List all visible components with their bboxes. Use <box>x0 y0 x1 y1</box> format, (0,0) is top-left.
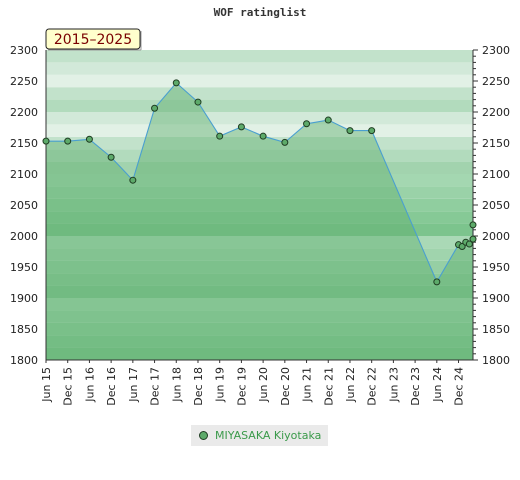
background-band <box>46 223 473 236</box>
data-point <box>172 79 180 87</box>
y-tick-label-right: 2100 <box>482 168 510 181</box>
background-band <box>46 174 473 187</box>
data-point <box>129 176 137 184</box>
background-band <box>46 136 473 150</box>
x-tick-label: Dec 21 <box>322 367 335 406</box>
data-point <box>324 116 332 124</box>
legend-label: MIYASAKA Kiyotaka <box>215 429 322 442</box>
data-point <box>259 132 267 140</box>
background-band <box>46 186 473 199</box>
legend-marker <box>199 431 208 440</box>
background-band <box>46 310 473 323</box>
x-tick-label: Dec 24 <box>453 367 466 406</box>
x-tick-label: Dec 16 <box>105 367 118 406</box>
data-point <box>458 243 466 251</box>
y-tick-label-right: 2200 <box>482 106 510 119</box>
x-tick-label: Jun 19 <box>214 367 227 403</box>
rating-area <box>46 82 473 361</box>
background-band <box>46 347 473 360</box>
data-point <box>42 137 50 145</box>
x-tick-label: Jun 22 <box>344 367 357 403</box>
x-tick-label: Dec 17 <box>149 367 162 406</box>
x-tick-label: Jun 20 <box>257 367 270 403</box>
data-point <box>194 98 202 106</box>
background-band <box>46 161 473 174</box>
x-tick-label: Jun 18 <box>170 367 183 403</box>
data-point <box>346 127 354 135</box>
x-tick-label: Dec 22 <box>366 367 379 406</box>
period-badge <box>45 28 141 50</box>
data-point <box>433 278 441 286</box>
background-band <box>46 298 473 311</box>
chart-title: WOF ratinglist <box>213 6 307 19</box>
y-tick-label-right: 1900 <box>482 292 510 305</box>
y-tick-label-right: 2300 <box>482 44 510 57</box>
background-band <box>46 124 473 137</box>
data-point <box>469 235 477 243</box>
background-band <box>46 335 473 348</box>
x-tick-label: Dec 15 <box>62 367 75 406</box>
data-point <box>281 138 289 146</box>
background-band <box>46 273 473 286</box>
y-tick-label-right: 2250 <box>482 75 510 88</box>
period-badge-label: 2015–2025 <box>54 32 132 48</box>
background-band <box>46 322 473 336</box>
legend[interactable]: MIYASAKA Kiyotaka <box>191 425 329 446</box>
data-point <box>465 240 473 248</box>
background-band <box>46 62 473 75</box>
data-point <box>303 120 311 128</box>
x-tick-label: Dec 18 <box>192 367 205 406</box>
x-tick-label: Jun 23 <box>387 367 400 403</box>
y-tick-label-left: 1850 <box>10 323 38 336</box>
y-tick-label-left: 2300 <box>10 44 38 57</box>
background-band <box>46 236 473 249</box>
data-point <box>216 132 224 140</box>
data-point <box>85 135 93 143</box>
y-tick-label-left: 2000 <box>10 230 38 243</box>
y-tick-label-right: 1800 <box>482 354 510 367</box>
data-point <box>237 123 245 131</box>
x-tick-label: Jun 16 <box>83 367 96 403</box>
x-tick-label: Dec 19 <box>235 367 248 406</box>
background-band <box>46 99 473 112</box>
background-band <box>46 260 473 274</box>
x-tick-label: Jun 15 <box>40 367 53 403</box>
background-band <box>46 50 473 63</box>
y-tick-label-right: 1950 <box>482 261 510 274</box>
x-tick-label: Dec 23 <box>409 367 422 406</box>
y-tick-label-right: 2150 <box>482 137 510 150</box>
background-band <box>46 211 473 224</box>
background-band <box>46 74 473 88</box>
data-point <box>368 127 376 135</box>
data-point <box>64 137 72 145</box>
background-band <box>46 248 473 261</box>
y-tick-label-left: 2050 <box>10 199 38 212</box>
y-tick-label-left: 2150 <box>10 137 38 150</box>
y-tick-label-left: 1800 <box>10 354 38 367</box>
x-tick-label: Jun 17 <box>127 367 140 403</box>
background-band <box>46 149 473 162</box>
background-band <box>46 198 473 212</box>
background-band <box>46 285 473 298</box>
y-tick-label-left: 1900 <box>10 292 38 305</box>
background-band <box>46 87 473 100</box>
data-point <box>107 153 115 161</box>
y-tick-label-right: 1850 <box>482 323 510 336</box>
y-tick-label-left: 2250 <box>10 75 38 88</box>
x-tick-label: Jun 21 <box>301 367 314 403</box>
y-tick-label-left: 2100 <box>10 168 38 181</box>
x-tick-label: Jun 24 <box>431 367 444 403</box>
x-tick-label: Dec 20 <box>279 367 292 406</box>
y-tick-label-right: 2000 <box>482 230 510 243</box>
background-band <box>46 112 473 125</box>
y-tick-label-left: 2200 <box>10 106 38 119</box>
y-tick-label-left: 1950 <box>10 261 38 274</box>
data-point <box>469 221 477 229</box>
y-tick-label-right: 2050 <box>482 199 510 212</box>
data-point <box>151 104 159 112</box>
